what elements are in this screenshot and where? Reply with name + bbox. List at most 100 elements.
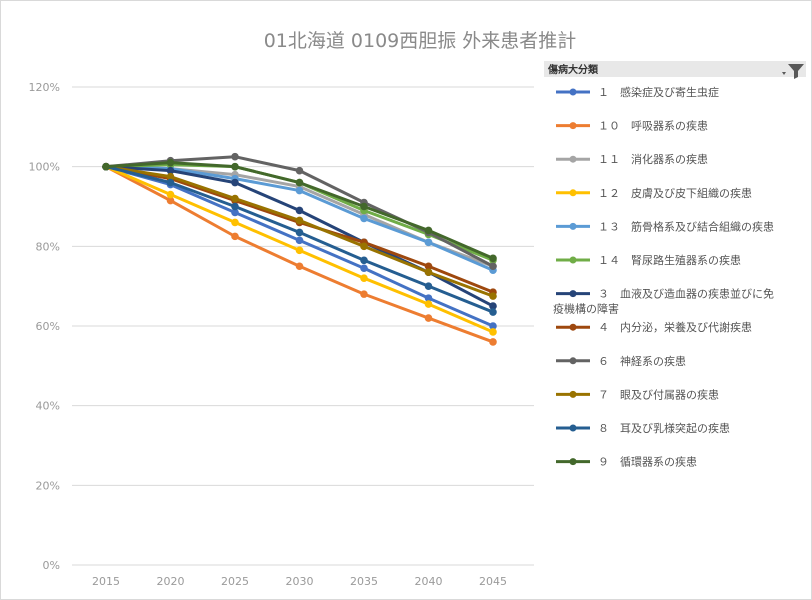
data-point bbox=[489, 254, 497, 263]
data-point bbox=[489, 328, 497, 336]
x-tick-label: 2035 bbox=[350, 575, 378, 588]
data-point bbox=[166, 172, 175, 181]
legend-item[interactable]: ４ 内分泌，栄養及び代謝疾患 bbox=[556, 320, 752, 334]
filter-icon[interactable] bbox=[782, 64, 804, 79]
y-tick-label: 120% bbox=[29, 81, 60, 94]
series-12 bbox=[102, 158, 497, 263]
data-point bbox=[295, 228, 304, 237]
data-point bbox=[360, 256, 368, 265]
data-point bbox=[231, 232, 239, 241]
data-point bbox=[424, 226, 433, 235]
legend-swatch-marker bbox=[569, 88, 577, 96]
legend-item[interactable]: １３ 筋骨格系及び結合組織の疾患 bbox=[556, 219, 774, 233]
data-point bbox=[295, 246, 304, 255]
data-point bbox=[166, 196, 175, 205]
data-point bbox=[102, 162, 110, 171]
data-point bbox=[295, 178, 304, 187]
legend-swatch-marker bbox=[569, 290, 577, 298]
x-tick-label: 2030 bbox=[286, 575, 314, 588]
data-point bbox=[231, 208, 239, 217]
data-point bbox=[360, 214, 368, 223]
data-point bbox=[424, 314, 433, 322]
data-point bbox=[489, 322, 497, 330]
legend-label: ３ 血液及び造血器の疾患並びに免疫機構の障害 bbox=[553, 287, 774, 316]
legend-label: ９ 循環器系の疾患 bbox=[598, 455, 697, 469]
legend-items: １ 感染症及び寄生虫症 １０ 呼吸器系の疾患 １１ 消化器系の疾患 １２ 皮膚及び皮下… bbox=[553, 85, 774, 469]
data-point bbox=[231, 178, 239, 187]
legend-header: 傷病大分類 bbox=[547, 63, 599, 76]
y-tick-label: 80% bbox=[36, 240, 60, 253]
legend-item[interactable]: １１ 消化器系の疾患 bbox=[556, 152, 708, 166]
series-10 bbox=[102, 162, 497, 300]
legend-item[interactable]: ３ 血液及び造血器の疾患並びに免疫機構の障害 bbox=[553, 287, 774, 316]
legend-swatch-marker bbox=[569, 390, 577, 398]
data-point bbox=[166, 166, 175, 175]
legend-swatch-marker bbox=[569, 189, 577, 197]
data-point bbox=[489, 292, 497, 300]
legend-label: １３ 筋骨格系及び結合組織の疾患 bbox=[598, 219, 774, 233]
legend: 傷病大分類 １ 感染症及び寄生虫症 １０ 呼吸器系の疾患 １１ 消化器系の疾患 １２ … bbox=[544, 61, 806, 469]
data-point bbox=[295, 166, 304, 175]
legend-swatch-marker bbox=[569, 424, 577, 432]
data-point bbox=[424, 262, 433, 271]
legend-label: ７ 眼及び付属器の疾患 bbox=[598, 387, 719, 401]
data-point bbox=[166, 158, 175, 167]
legend-label: １４ 腎尿路生殖器系の疾患 bbox=[598, 253, 741, 267]
legend-item[interactable]: ６ 神経系の疾患 bbox=[556, 354, 686, 368]
legend-item[interactable]: ９ 循環器系の疾患 bbox=[556, 455, 697, 469]
data-point bbox=[295, 236, 304, 245]
legend-swatch-marker bbox=[569, 323, 577, 331]
data-point bbox=[231, 152, 239, 161]
data-point bbox=[424, 294, 433, 302]
data-point bbox=[360, 264, 368, 273]
legend-item[interactable]: ８ 耳及び乳様突起の疾患 bbox=[556, 421, 730, 435]
data-point bbox=[231, 202, 239, 211]
y-tick-label: 40% bbox=[36, 400, 60, 413]
x-tick-label: 2025 bbox=[221, 575, 249, 588]
data-point bbox=[424, 300, 433, 308]
x-tick-label: 2020 bbox=[157, 575, 185, 588]
data-point bbox=[295, 262, 304, 271]
x-tick-label: 2040 bbox=[415, 575, 443, 588]
legend-swatch-marker bbox=[569, 256, 577, 264]
legend-item[interactable]: １ 感染症及び寄生虫症 bbox=[556, 85, 719, 99]
data-point bbox=[231, 162, 239, 171]
legend-swatch-marker bbox=[569, 155, 577, 163]
data-point bbox=[295, 206, 304, 215]
data-point bbox=[489, 302, 497, 310]
legend-label: １１ 消化器系の疾患 bbox=[598, 152, 708, 166]
legend-swatch-marker bbox=[569, 458, 577, 466]
data-point bbox=[166, 190, 175, 199]
x-tick-label: 2045 bbox=[479, 575, 507, 588]
legend-label: １２ 皮膚及び皮下組織の疾患 bbox=[598, 186, 752, 200]
legend-item[interactable]: １０ 呼吸器系の疾患 bbox=[556, 119, 708, 133]
x-axis-tick-labels: 2015 2020 2025 2030 2035 2040 2045 bbox=[92, 575, 507, 588]
legend-swatch-marker bbox=[569, 122, 577, 130]
legend-label: ６ 神経系の疾患 bbox=[598, 354, 686, 368]
data-point bbox=[231, 218, 239, 227]
legend-label: ８ 耳及び乳様突起の疾患 bbox=[598, 421, 730, 435]
legend-item[interactable]: １４ 腎尿路生殖器系の疾患 bbox=[556, 253, 741, 267]
data-point bbox=[166, 178, 175, 187]
data-point bbox=[424, 268, 433, 277]
legend-label: １０ 呼吸器系の疾患 bbox=[598, 119, 708, 133]
data-point bbox=[424, 238, 433, 247]
legend-header-bar bbox=[544, 61, 806, 77]
legend-label: ４ 内分泌，栄養及び代謝疾患 bbox=[598, 320, 752, 334]
data-point bbox=[295, 216, 304, 225]
data-point bbox=[360, 202, 368, 211]
data-point bbox=[231, 194, 239, 203]
gridlines bbox=[72, 86, 534, 566]
data-point bbox=[360, 290, 368, 298]
legend-item[interactable]: ７ 眼及び付属器の疾患 bbox=[556, 387, 719, 401]
chart-title: 01北海道 0109西胆振 外来患者推計 bbox=[264, 30, 577, 52]
series-lines bbox=[102, 152, 497, 346]
legend-item[interactable]: １２ 皮膚及び皮下組織の疾患 bbox=[556, 186, 752, 200]
data-point bbox=[360, 242, 368, 251]
legend-label: １ 感染症及び寄生虫症 bbox=[598, 85, 719, 99]
y-tick-label: 0% bbox=[43, 559, 60, 572]
data-point bbox=[295, 186, 304, 195]
data-point bbox=[360, 274, 368, 283]
